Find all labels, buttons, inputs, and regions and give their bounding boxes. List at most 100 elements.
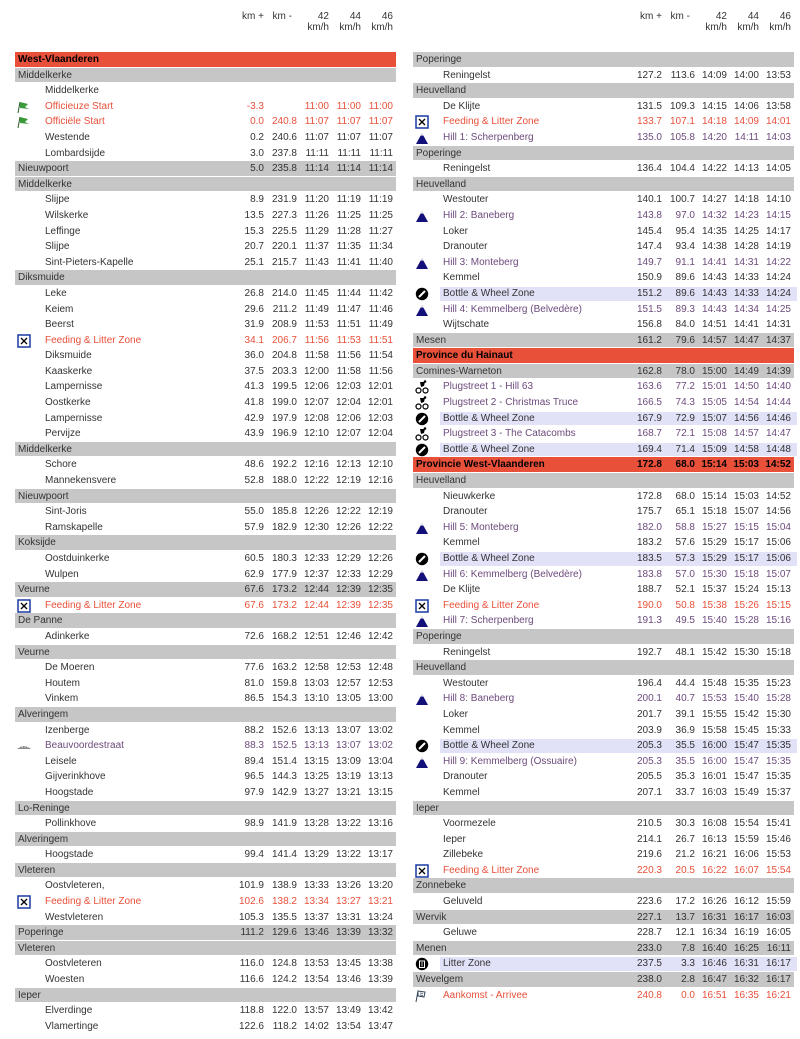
location-name: Heuvelland [416, 85, 467, 97]
km-minus: 141.4 [271, 849, 297, 861]
location-name: Oostvleteren [45, 958, 102, 970]
location-name: Sint-Joris [45, 506, 87, 518]
location-name: Hill 6: Kemmelberg (Belvedère) [443, 568, 582, 580]
location-name: Feeding & Litter Zone [443, 599, 540, 611]
time-44: 13:07 [335, 724, 361, 736]
time-46: 15:35 [765, 755, 791, 767]
time-46: 12:42 [367, 630, 393, 642]
km-plus: 55.0 [244, 506, 264, 518]
route-point-row: Feeding & Litter Zone 67.6 173.2 12:44 12:39… [15, 598, 396, 614]
header-speed-value: 44 [349, 11, 361, 22]
time-46: 11:34 [368, 241, 393, 253]
time-42: 13:25 [303, 771, 329, 783]
km-minus: 26.7 [675, 833, 695, 845]
km-minus: 163.2 [271, 662, 297, 674]
header-speed: 46 km/h [361, 11, 393, 33]
route-point-row: Reningelst 127.2 113.6 14:09 14:00 13:53 [413, 68, 794, 84]
km-plus: 29.6 [244, 303, 264, 315]
time-42: 14:18 [701, 116, 727, 128]
km-plus: 169.4 [636, 443, 662, 455]
location-name: Kemmel [443, 272, 480, 284]
route-point-row: Beauvoordestraat 88.3 152.5 13:13 13:07 13:02 [15, 738, 396, 754]
km-plus: 201.7 [636, 708, 662, 720]
time-44: 15:24 [733, 584, 759, 596]
time-42: 12:10 [303, 428, 329, 440]
km-minus: 152.6 [271, 724, 297, 736]
time-42: 14:20 [701, 131, 727, 143]
km-minus: 21.2 [675, 849, 695, 861]
km-minus: 122.0 [271, 1005, 297, 1017]
km-minus: 211.2 [272, 303, 297, 315]
km-minus: 0.0 [681, 989, 695, 1001]
time-44: 16:12 [733, 896, 759, 908]
municipality-row: Wevelgem 238.0 2.8 16:47 16:32 16:17 [413, 972, 794, 988]
km-minus: 154.3 [271, 693, 297, 705]
km-plus: 36.0 [244, 350, 264, 362]
time-42: 13:13 [303, 724, 329, 736]
km-plus: 183.8 [636, 568, 662, 580]
feeding-zone-icon [17, 333, 31, 348]
location-name: Woesten [45, 974, 85, 986]
km-minus: 141.9 [271, 818, 297, 830]
km-plus: 163.6 [636, 381, 662, 393]
time-46: 12:53 [367, 677, 393, 689]
time-42: 14:09 [701, 69, 727, 81]
km-plus: 136.4 [636, 163, 662, 175]
time-42: 13:46 [303, 927, 329, 939]
time-42: 16:47 [701, 974, 727, 986]
time-44: 16:31 [733, 958, 759, 970]
km-minus: 30.3 [675, 818, 695, 830]
location-name: Plugstreet 3 - The Catacombs [443, 428, 576, 440]
km-plus: 34.1 [244, 334, 264, 346]
time-46: 11:42 [368, 287, 393, 299]
route-point-row: Hoogstade 99.4 141.4 13:29 13:22 13:17 [15, 847, 396, 863]
time-46: 15:33 [765, 724, 791, 736]
route-point-row: Oostvleteren, 101.9 138.9 13:33 13:26 13:20 [15, 878, 396, 894]
location-name: Veurne [18, 646, 50, 658]
km-minus: 89.3 [675, 303, 695, 315]
time-44: 15:47 [733, 771, 759, 783]
route-point-row: Schore 48.6 192.2 12:16 12:13 12:10 [15, 457, 396, 473]
time-42: 14:02 [303, 1020, 329, 1032]
location-name: Elverdinge [45, 1005, 93, 1017]
km-minus: 49.5 [675, 615, 695, 627]
time-44: 15:40 [733, 693, 759, 705]
route-point-row: Beerst 31.9 208.9 11:53 11:51 11:49 [15, 317, 396, 333]
location-name: Hill 3: Monteberg [443, 256, 519, 268]
time-42: 14:41 [701, 256, 727, 268]
route-point-row: De Klijte 188.7 52.1 15:37 15:24 15:13 [413, 582, 794, 598]
time-42: 12:07 [303, 397, 329, 409]
time-46: 14:31 [765, 319, 791, 331]
time-46: 14:24 [765, 287, 791, 299]
location-name: De Klijte [443, 584, 481, 596]
km-plus: 151.2 [636, 287, 662, 299]
km-minus: 74.3 [675, 397, 695, 409]
litter-bin-icon [415, 957, 429, 971]
time-42: 11:26 [304, 209, 329, 221]
time-46: 16:03 [765, 911, 791, 923]
time-46: 14:56 [765, 506, 791, 518]
time-42: 16:03 [701, 786, 727, 798]
highlight-band [440, 411, 797, 426]
location-name: Hoogstade [45, 849, 94, 861]
municipality-row: Ieper [413, 800, 794, 817]
time-44: 11:58 [336, 365, 361, 377]
time-44: 13:21 [335, 786, 361, 798]
green-flag-icon [17, 100, 31, 114]
route-point-row: Oostkerke 41.8 199.0 12:07 12:04 12:01 [15, 395, 396, 411]
km-minus: 240.6 [271, 131, 297, 143]
route-point-row: Kemmel 203.9 36.9 15:58 15:45 15:33 [413, 723, 794, 739]
location-name: Hill 1: Scherpenberg [443, 131, 534, 143]
time-44: 11:11 [337, 147, 361, 159]
route-point-row: Voormezele 210.5 30.3 16:08 15:54 15:41 [413, 816, 794, 832]
time-46: 14:19 [765, 241, 791, 253]
time-42: 11:53 [304, 319, 329, 331]
route-point-row: Vlamertinge 122.6 118.2 14:02 13:54 13:47 [15, 1019, 396, 1035]
route-point-row: Reningelst 192.7 48.1 15:42 15:30 15:18 [413, 645, 794, 661]
km-plus: 101.9 [238, 880, 264, 892]
highlight-band [440, 957, 797, 972]
location-name: Poperinge [416, 54, 462, 65]
location-name: Ieper [18, 989, 41, 1001]
location-name: Middelkerke [18, 178, 72, 190]
route-point-row: Hill 5: Monteberg 182.0 58.8 15:27 15:15 15:0… [413, 520, 794, 536]
